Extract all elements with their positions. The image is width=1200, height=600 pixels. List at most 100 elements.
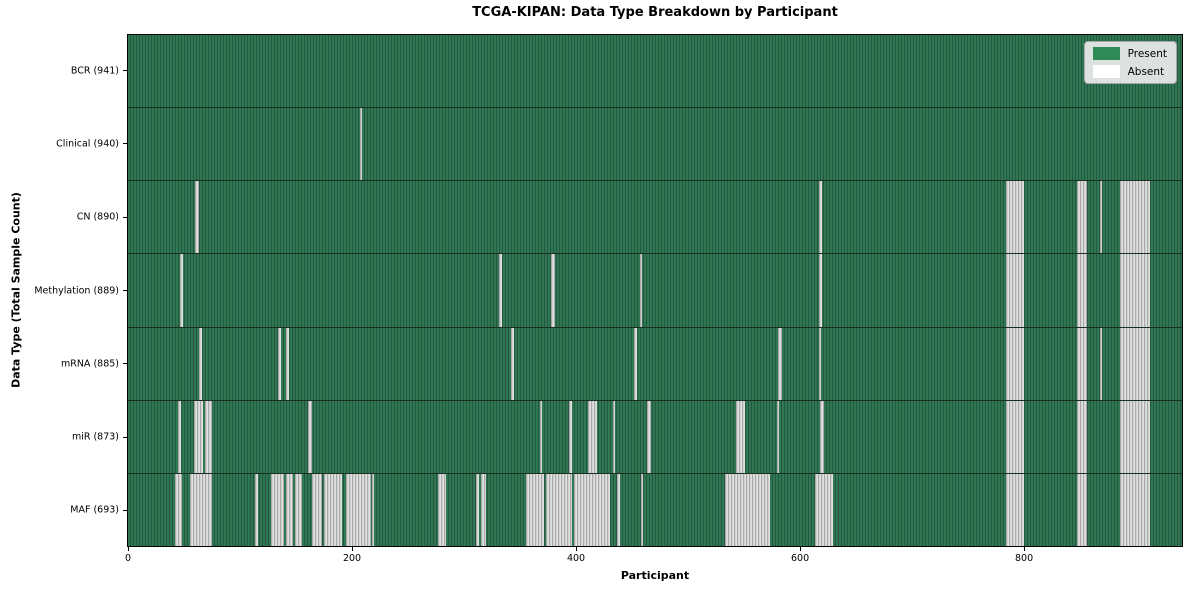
heatmap-row-mrna: [128, 326, 1182, 400]
absent-stripe: [285, 473, 293, 546]
y-tick-label-bcr: BCR (941): [70, 65, 119, 77]
legend-item-present: Present: [1092, 47, 1167, 60]
absent-stripe: [820, 400, 824, 473]
absent-stripe: [551, 254, 555, 327]
y-tick-label-methylation: Methylation (889): [34, 285, 119, 296]
legend-item-absent: Absent: [1092, 65, 1167, 78]
absent-stripe: [311, 473, 322, 546]
absent-stripe: [736, 400, 746, 473]
x-axis: 0 200 400 600 800: [124, 547, 1183, 577]
x-tick-mark: [576, 547, 578, 551]
absent-stripe: [1120, 400, 1150, 473]
y-tick-mark: [123, 290, 127, 291]
legend: Present Absent: [1083, 41, 1177, 84]
absent-stripe: [573, 473, 610, 546]
y-tick-mark: [123, 363, 127, 365]
y-tick-mark: [123, 509, 127, 511]
absent-stripe: [725, 473, 770, 546]
absent-stripe: [438, 473, 447, 546]
absent-stripe: [285, 327, 290, 400]
absent-stripe: [646, 400, 652, 473]
chart-title: TCGA-KIPAN: Data Type Breakdown by Parti…: [472, 5, 838, 20]
y-tick-mark: [123, 143, 127, 145]
absent-stripe: [639, 254, 643, 327]
absent-stripe: [179, 254, 183, 327]
y-tick-label-mrna: mRNA (885): [60, 358, 119, 370]
y-tick-label-mir: miR (873): [71, 431, 119, 443]
heatmap-row-mir: [128, 399, 1182, 473]
absent-stripe: [525, 473, 544, 546]
absent-stripe: [178, 400, 181, 473]
legend-swatch-present: [1092, 47, 1120, 60]
x-tick-label-200: 200: [342, 553, 362, 564]
absent-stripe: [480, 473, 487, 546]
y-tick-mark: [123, 70, 127, 72]
heatmap-row-maf: [128, 472, 1182, 546]
x-tick-mark: [352, 547, 354, 551]
x-tick-label-0: 0: [124, 553, 132, 564]
absent-stripe: [476, 473, 479, 546]
y-tick-label-maf: MAF (693): [70, 504, 119, 516]
absent-stripe: [372, 473, 375, 546]
x-tick-mark: [128, 547, 129, 551]
absent-stripe: [777, 327, 783, 400]
absent-stripe: [617, 473, 620, 546]
absent-stripe: [634, 327, 637, 400]
x-axis-label: Participant: [620, 569, 690, 582]
legend-label: Present: [1127, 47, 1167, 60]
absent-stripe: [814, 473, 833, 546]
absent-stripe: [588, 400, 598, 473]
x-tick-label-600: 600: [790, 553, 810, 564]
heatmap-row-clinical: [128, 107, 1182, 181]
absent-stripe: [175, 473, 182, 546]
absent-stripe: [1076, 327, 1087, 400]
y-tick-mark: [123, 216, 127, 218]
heatmap-rows: [128, 35, 1182, 546]
absent-stripe: [308, 400, 312, 473]
absent-stripe: [511, 327, 515, 400]
absent-stripe: [1076, 473, 1087, 546]
absent-stripe: [819, 181, 823, 254]
absent-stripe: [1120, 473, 1150, 546]
absent-stripe: [1006, 473, 1025, 546]
x-tick-label-800: 800: [1014, 553, 1034, 564]
heatmap-row-methylation: [128, 253, 1182, 327]
absent-stripe: [198, 327, 202, 400]
absent-stripe: [569, 400, 572, 473]
absent-stripe: [254, 473, 258, 546]
absent-stripe: [194, 400, 204, 473]
x-tick-mark: [800, 547, 802, 551]
absent-stripe: [819, 327, 822, 400]
y-tick-label-clinical: Clinical (940): [56, 138, 119, 150]
absent-stripe: [612, 400, 616, 473]
absent-stripe: [195, 181, 199, 254]
absent-stripe: [1100, 181, 1103, 254]
absent-stripe: [278, 327, 282, 400]
absent-stripe: [540, 400, 543, 473]
absent-stripe: [1120, 327, 1150, 400]
absent-stripe: [545, 473, 572, 546]
absent-stripe: [1076, 254, 1087, 327]
absent-stripe: [1006, 181, 1025, 254]
absent-stripe: [1100, 327, 1103, 400]
y-tick-label-cn: CN (890): [76, 211, 119, 223]
plot-area: Present Absent: [127, 34, 1183, 547]
absent-stripe: [640, 473, 644, 546]
absent-stripe: [1006, 400, 1025, 473]
y-tick-mark: [123, 436, 127, 438]
heatmap-row-bcr: [128, 35, 1182, 108]
legend-swatch-absent: [1092, 65, 1120, 78]
y-axis: BCR (941) Clinical (940) CN (890) Methylati…: [0, 34, 127, 547]
absent-stripe: [1076, 181, 1087, 254]
absent-stripe: [498, 254, 503, 327]
x-tick-mark: [1024, 547, 1026, 551]
absent-stripe: [205, 400, 212, 473]
absent-stripe: [1120, 181, 1150, 254]
x-tick-label-400: 400: [566, 553, 586, 564]
absent-stripe: [294, 473, 302, 546]
absent-stripe: [1120, 254, 1150, 327]
heatmap-row-cn: [128, 180, 1182, 254]
absent-stripe: [324, 473, 342, 546]
absent-stripe: [1006, 254, 1025, 327]
